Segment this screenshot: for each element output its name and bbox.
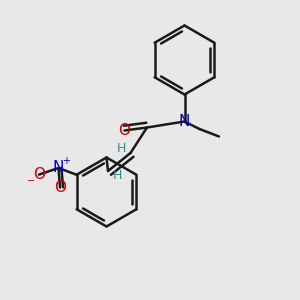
Text: +: + <box>62 156 70 167</box>
Text: N: N <box>179 114 190 129</box>
Text: H: H <box>117 142 126 155</box>
Text: O: O <box>118 123 130 138</box>
Text: H: H <box>112 169 122 182</box>
Text: −: − <box>27 176 36 186</box>
Text: O: O <box>54 180 66 195</box>
Text: O: O <box>33 167 45 182</box>
Text: N: N <box>53 160 64 175</box>
